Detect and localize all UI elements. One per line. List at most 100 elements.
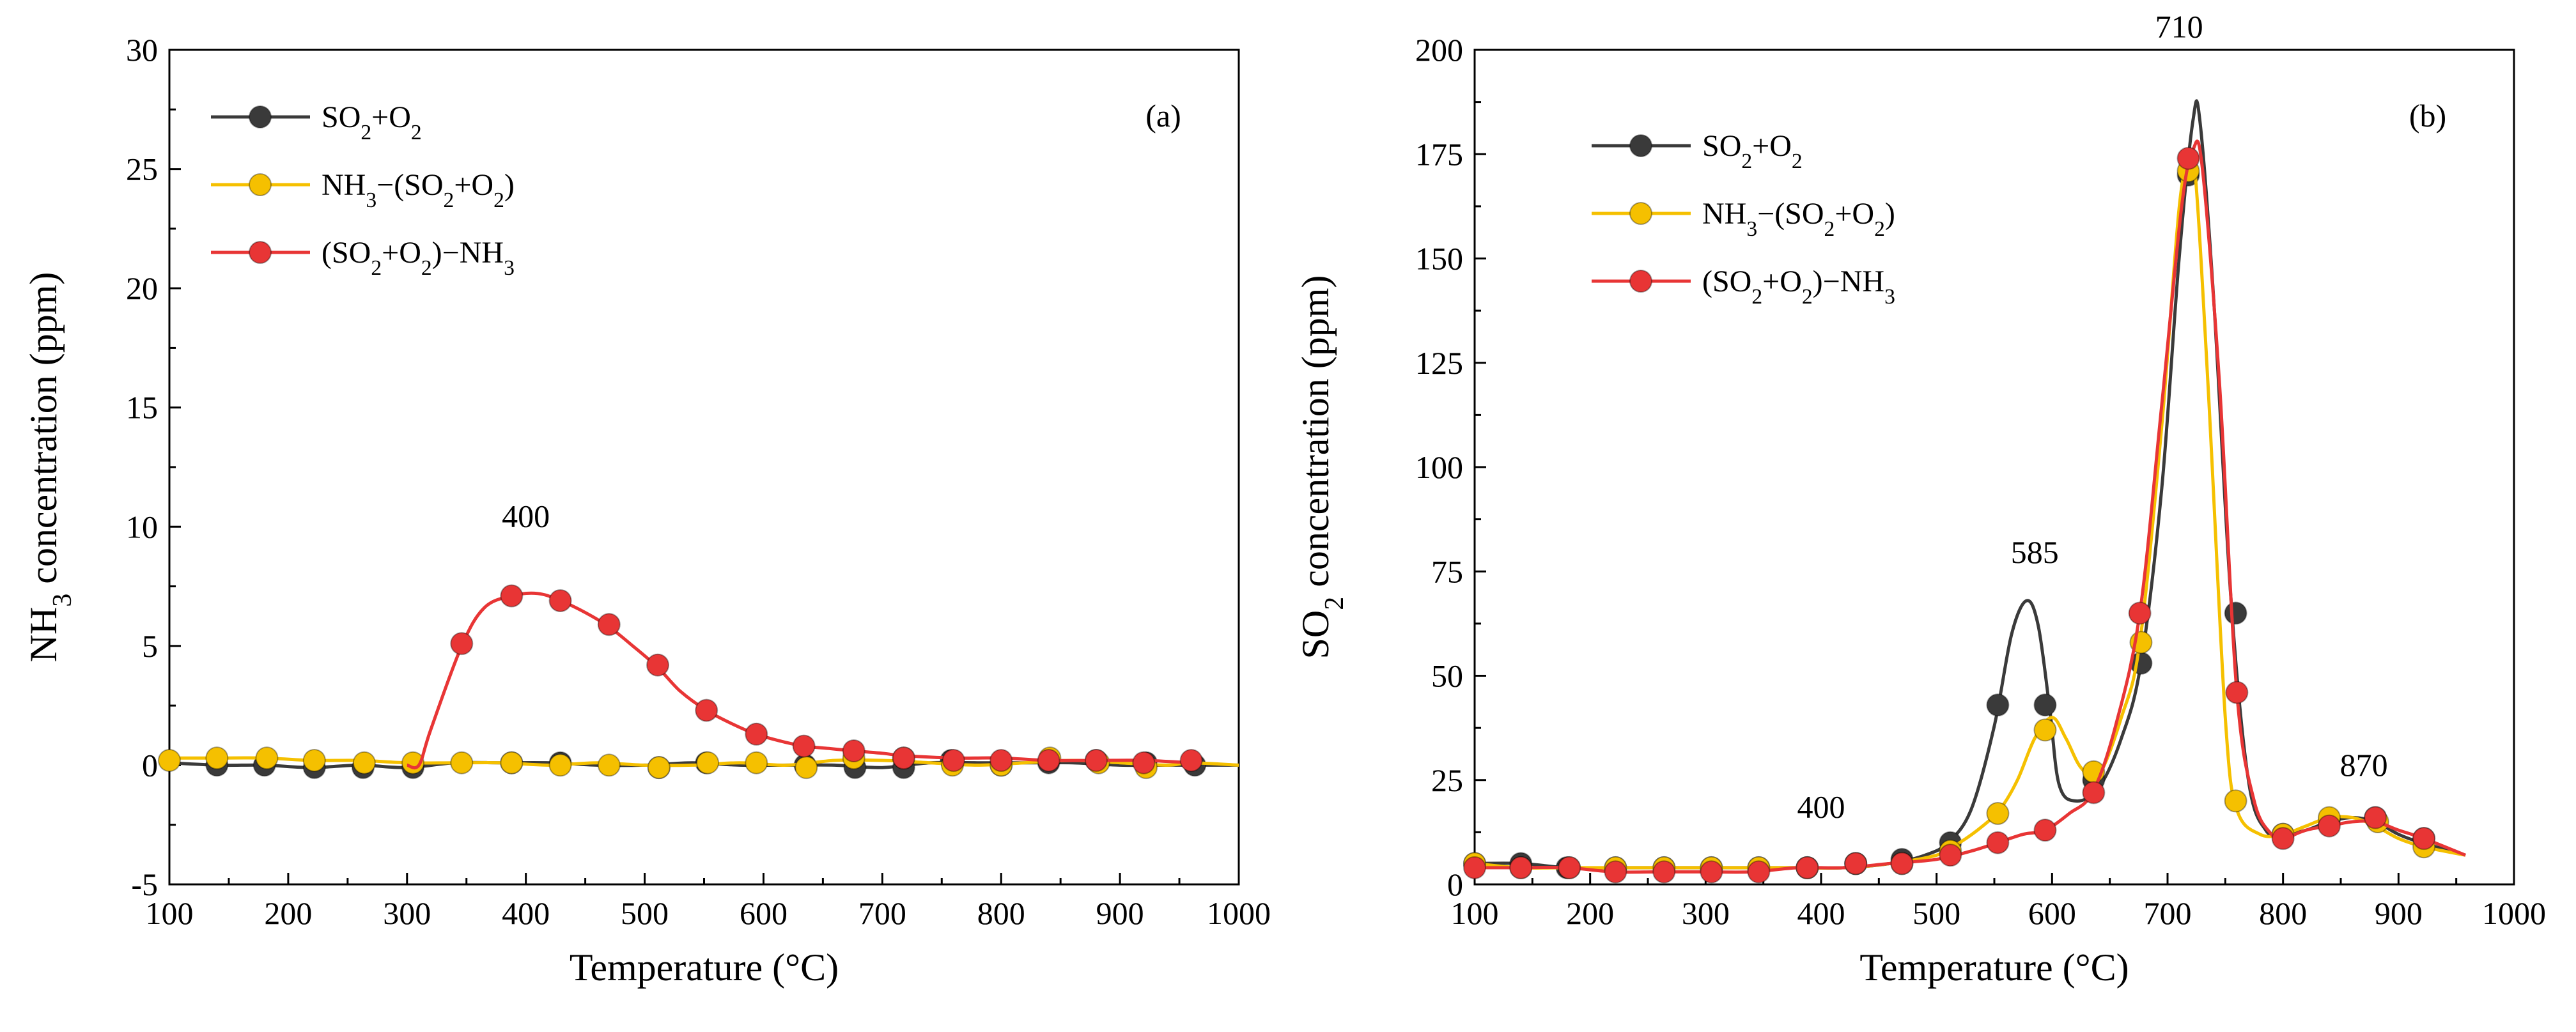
data-point [2128, 601, 2152, 625]
y-tick-label: 200 [1415, 32, 1463, 68]
y-tick-label: 75 [1431, 553, 1463, 589]
y-axis-title: NH3 concentration (ppm) [22, 272, 77, 663]
data-point [2176, 146, 2200, 170]
data-point [989, 748, 1013, 772]
data-point [302, 748, 326, 772]
series-1 [1463, 99, 2466, 879]
y-tick-label: 0 [1447, 866, 1463, 902]
x-tick-label: 800 [2259, 895, 2307, 931]
peak-annotation: 710 [2155, 8, 2203, 44]
data-point [1747, 860, 1771, 884]
legend: SO2+O2 NH3−(SO2+O2) (SO2+O2)−NH3 [1592, 129, 1895, 309]
peak-annotation: 400 [1797, 789, 1845, 825]
x-tick-label: 1000 [1207, 895, 1271, 931]
panel-label: (a) [1145, 98, 1181, 134]
legend-label: (SO2+O2)−NH3 [1702, 265, 1895, 309]
data-point [1558, 856, 1581, 879]
series-3 [407, 584, 1203, 774]
data-point [450, 632, 474, 656]
data-point [1604, 860, 1627, 884]
x-tick-label: 1000 [2482, 895, 2546, 931]
data-point [2271, 827, 2295, 851]
data-point [892, 746, 915, 770]
y-tick-label: 5 [142, 628, 158, 664]
series-2 [1463, 153, 2466, 879]
data-point [842, 739, 865, 763]
y-tick-label: -5 [131, 866, 158, 902]
x-tick-label: 500 [621, 895, 669, 931]
series-3 [1463, 139, 2467, 884]
x-tick-label: 300 [1682, 895, 1730, 931]
data-point [695, 698, 718, 722]
x-tick-label: 400 [502, 895, 550, 931]
legend-label: NH3−(SO2+O2) [1702, 197, 1895, 241]
data-point [795, 756, 818, 780]
y-tick-label: 100 [1415, 449, 1463, 485]
y-tick-label: 125 [1415, 345, 1463, 381]
y-tick-label: 15 [126, 390, 158, 426]
data-point [1509, 856, 1533, 879]
data-point [2364, 806, 2387, 829]
x-tick-label: 400 [1797, 895, 1845, 931]
data-point [745, 751, 768, 774]
x-axis-title: Temperature (°C) [1859, 946, 2129, 989]
y-tick-label: 30 [126, 32, 158, 68]
data-point [647, 756, 671, 780]
x-tick-label: 700 [858, 895, 906, 931]
data-point [1037, 748, 1060, 772]
series-line [1475, 139, 2467, 874]
data-point [1700, 860, 1723, 884]
x-tick-label: 800 [977, 895, 1025, 931]
data-point [548, 589, 572, 612]
legend-marker [249, 173, 272, 196]
data-point [597, 753, 621, 777]
x-tick-label: 200 [1566, 895, 1614, 931]
panel-a: 100 200 300 400 500 600 700 800 900 1000 -5 0 5 10 15 2… [22, 32, 1271, 989]
x-tick-label: 600 [740, 895, 788, 931]
data-point [2225, 681, 2249, 704]
data-point [1939, 843, 1962, 867]
data-point [1463, 856, 1486, 879]
x-tick-label: 200 [264, 895, 312, 931]
data-point [158, 748, 181, 772]
x-tick-label: 100 [1451, 895, 1499, 931]
data-point [1652, 860, 1676, 884]
peak-annotation: 870 [2340, 747, 2388, 783]
legend-label: SO2+O2 [322, 100, 422, 144]
data-point [2082, 781, 2106, 805]
data-point [2224, 601, 2247, 625]
y-tick-label: 0 [142, 747, 158, 783]
peak-annotation: 585 [2011, 534, 2059, 570]
x-tick-label: 500 [1913, 895, 1960, 931]
data-point [597, 613, 621, 636]
data-point [205, 746, 229, 770]
series-line [1474, 153, 2466, 870]
y-tick-label: 50 [1431, 658, 1463, 694]
x-tick-label: 100 [146, 895, 194, 931]
legend-label: NH3−(SO2+O2) [322, 168, 515, 212]
panel-label: (b) [2409, 98, 2446, 134]
data-point [1132, 751, 1156, 774]
data-point [2412, 827, 2436, 851]
legend-marker [249, 241, 272, 264]
data-point [1084, 748, 1108, 772]
data-point [792, 734, 816, 758]
x-tick-label: 900 [2375, 895, 2423, 931]
y-tick-label: 25 [126, 151, 158, 187]
y-tick-label: 25 [1431, 762, 1463, 798]
x-tick-label: 600 [2028, 895, 2076, 931]
y-tick-label: 20 [126, 270, 158, 306]
data-point [548, 753, 572, 777]
data-point [745, 722, 768, 746]
x-axis-title: Temperature (°C) [570, 946, 839, 989]
data-point [2033, 718, 2057, 742]
series-line [1474, 99, 2466, 870]
y-axis-title: SO2 concentration (ppm) [1294, 275, 1349, 659]
data-point [1986, 693, 2010, 717]
data-point [255, 746, 279, 770]
legend-label: SO2+O2 [1702, 129, 1803, 173]
data-point [942, 748, 965, 772]
y-tick-label: 10 [126, 509, 158, 544]
peak-annotation: 400 [502, 498, 550, 534]
